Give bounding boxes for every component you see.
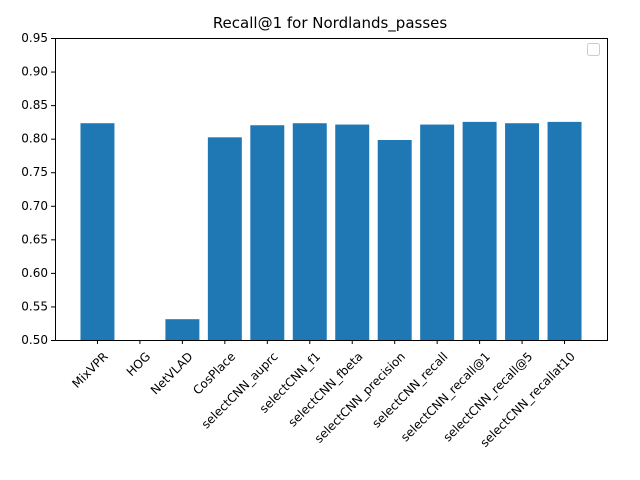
bar-selectcnn-auprc [250,125,285,341]
bars [80,121,582,341]
plot-frame [55,38,608,341]
y-tick-label: 0.70 [21,199,48,213]
bar-selectcnn-f1 [292,123,327,340]
bar-netvlad [165,319,200,340]
bar-cosplace [207,137,242,340]
y-axis: 0.50 0.55 0.60 0.65 0.70 0.75 0.80 0.85 0.90 0.95 [21,31,55,347]
bar-mixvpr [80,123,115,340]
y-tick-label: 0.75 [21,165,48,179]
chart-title: Recall@1 for Nordlands_passes [213,14,448,33]
y-tick-label: 0.55 [21,299,48,313]
bar-selectcnn-fbeta [335,124,370,340]
y-tick-label: 0.90 [21,65,48,79]
y-tick-label: 0.80 [21,132,48,146]
legend-box [587,43,600,56]
bar-selectcnn-recall [420,124,455,340]
bar-selectcnn-recall-5 [505,123,540,340]
y-tick-label: 0.95 [21,31,48,45]
bar-selectcnn-precision [377,140,412,340]
y-tick-label: 0.50 [21,333,48,347]
y-tick-label: 0.60 [21,266,48,280]
y-tick-label: 0.85 [21,98,48,112]
bar-selectcnn-recallat10 [547,121,582,340]
y-tick-label: 0.65 [21,232,48,246]
bar-selectcnn-recall-1 [462,121,497,340]
